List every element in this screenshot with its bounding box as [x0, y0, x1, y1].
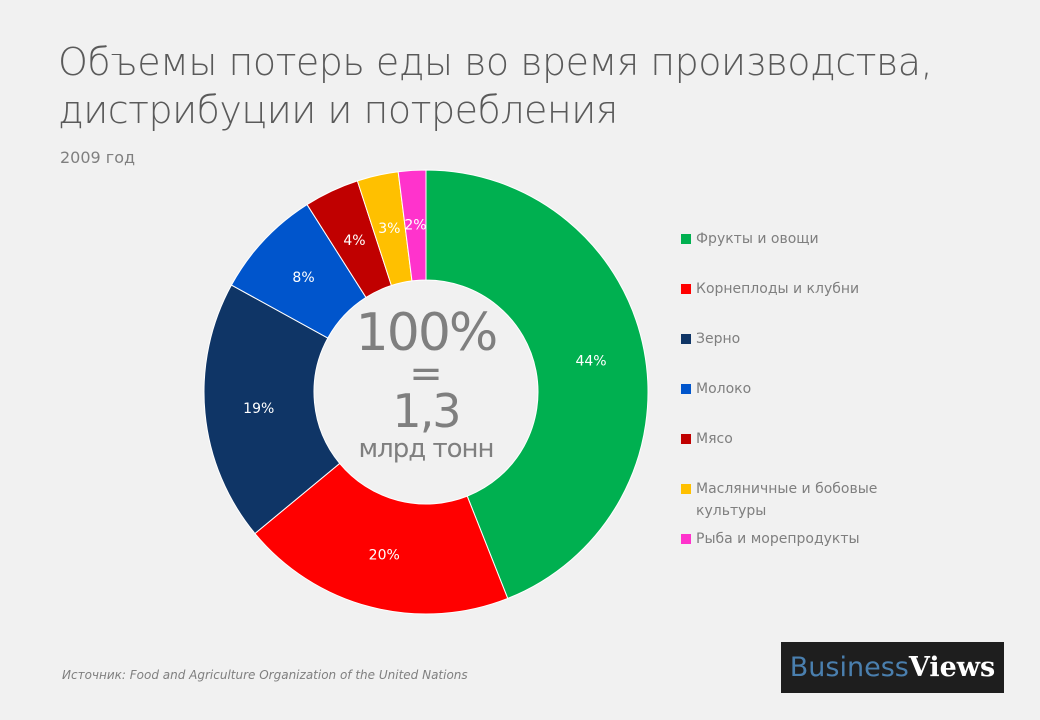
- center-unit: млрд тонн: [358, 434, 494, 464]
- legend-label: Зерно: [696, 331, 741, 347]
- data-label: 8%: [292, 270, 314, 286]
- legend-swatch: [681, 434, 691, 444]
- donut-slice: [397, 169, 427, 282]
- legend-label: Молоко: [696, 381, 752, 397]
- legend-item: Корнеплоды и клубни: [681, 278, 901, 300]
- legend-label: Масляничные и бобовые культуры: [696, 481, 878, 519]
- legend-item: Фрукты и овощи: [681, 228, 901, 250]
- data-label: 4%: [343, 233, 365, 249]
- legend-item: Зерно: [681, 328, 901, 350]
- logo-part-2: Views: [908, 652, 996, 683]
- chart-subtitle: 2009 год: [60, 148, 136, 167]
- data-label: 3%: [378, 221, 400, 237]
- legend-swatch: [681, 484, 691, 494]
- title-line-1: Объемы потерь еды во время производства,: [58, 40, 933, 84]
- logo-part-1: Business: [789, 652, 909, 683]
- chart-title: Объемы потерь еды во время производства,…: [58, 38, 933, 134]
- legend-label: Фрукты и овощи: [696, 231, 819, 247]
- legend-label: Мясо: [696, 431, 733, 447]
- legend-swatch: [681, 534, 691, 544]
- legend-item: Рыба и морепродукты: [681, 528, 901, 550]
- donut-slice: [254, 462, 509, 615]
- legend-swatch: [681, 284, 691, 294]
- legend-swatch: [681, 334, 691, 344]
- donut-slice: [203, 284, 341, 535]
- data-label: 2%: [404, 217, 426, 233]
- data-label: 20%: [369, 548, 400, 564]
- title-line-2: дистрибуции и потребления: [58, 88, 618, 132]
- legend-swatch: [681, 384, 691, 394]
- legend-label: Рыба и морепродукты: [696, 531, 860, 547]
- data-label: 19%: [243, 401, 274, 417]
- legend-swatch: [681, 234, 691, 244]
- legend-label: Корнеплоды и клубни: [696, 281, 860, 297]
- legend-item: Масляничные и бобовые культуры: [681, 478, 901, 522]
- businessviews-logo: Business Views: [781, 642, 1004, 693]
- center-total-percent: 100%: [355, 303, 499, 363]
- donut-slice: [425, 169, 649, 600]
- center-amount: 1,3: [392, 384, 461, 438]
- legend-item: Мясо: [681, 428, 901, 450]
- source-note: Источник: Food and Agriculture Organizat…: [62, 668, 468, 682]
- center-label: 100% = 1,3 млрд тонн: [326, 305, 526, 463]
- legend-item: Молоко: [681, 378, 901, 400]
- data-label: 44%: [575, 354, 606, 370]
